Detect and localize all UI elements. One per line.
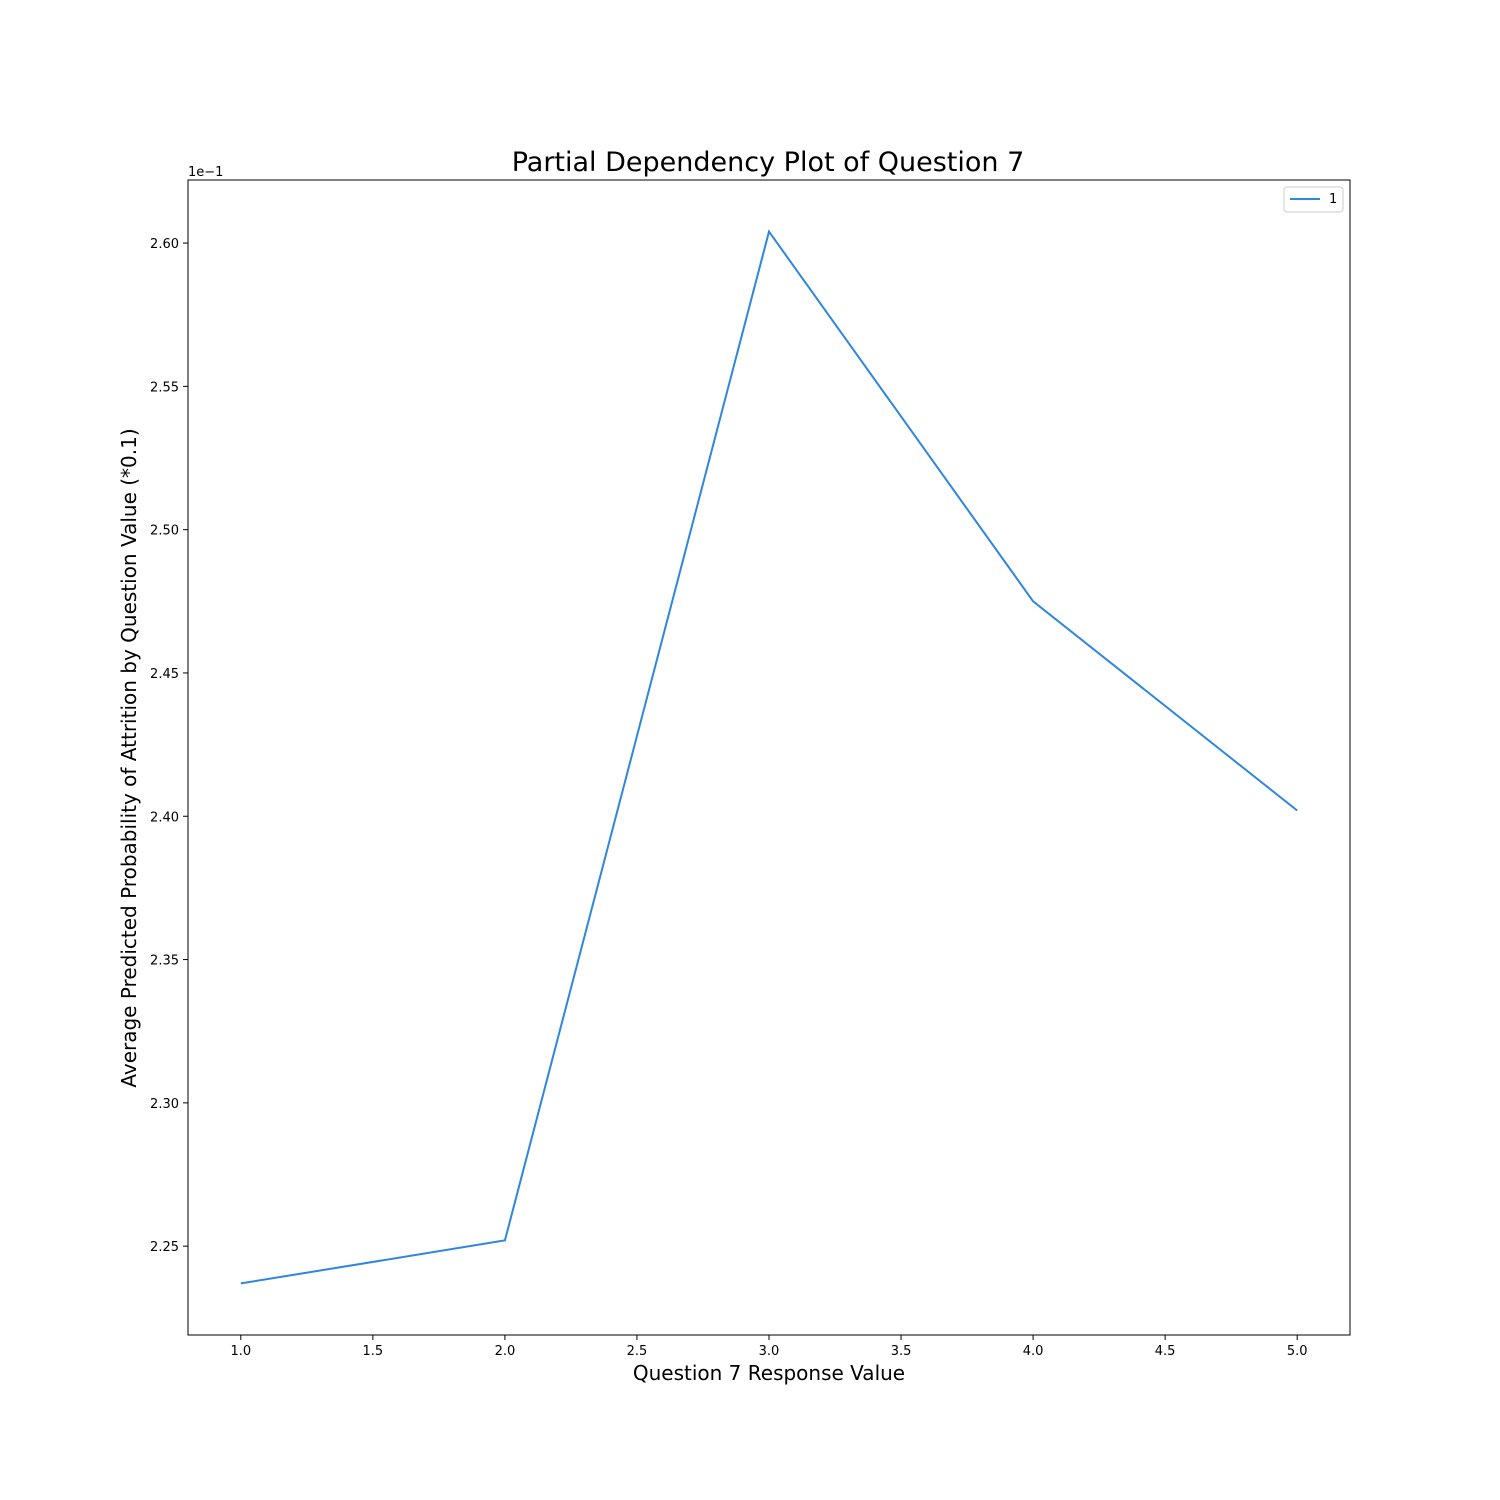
chart-title: Partial Dependency Plot of Question 7 <box>512 147 1025 178</box>
y-axis-label: Average Predicted Probability of Attriti… <box>117 428 141 1087</box>
y-tick-label: 2.40 <box>150 810 179 825</box>
x-tick-label: 2.0 <box>495 1344 516 1359</box>
y-tick-label: 2.35 <box>150 954 179 969</box>
x-tick-label: 3.5 <box>891 1344 912 1359</box>
x-axis-label: Question 7 Response Value <box>633 1361 905 1385</box>
plot-frame <box>187 179 1351 1336</box>
x-tick-label: 1.5 <box>363 1344 384 1359</box>
y-tick-label: 2.50 <box>150 524 179 539</box>
x-tick-label: 3.0 <box>759 1344 780 1359</box>
legend-label: 1 <box>1329 192 1337 207</box>
x-tick-label: 4.5 <box>1155 1344 1176 1359</box>
y-axis-offset-label: 1e−1 <box>188 165 223 180</box>
y-tick-label: 2.55 <box>150 380 179 395</box>
legend: 1 <box>1283 186 1344 213</box>
x-tick-label: 4.0 <box>1023 1344 1044 1359</box>
x-tick-label: 1.0 <box>230 1344 251 1359</box>
y-tick-label: 2.30 <box>150 1097 179 1112</box>
x-tick-label: 5.0 <box>1287 1344 1308 1359</box>
y-tick-label: 2.25 <box>150 1240 179 1255</box>
y-tick-label: 2.60 <box>150 237 179 252</box>
series-line <box>240 229 1298 1285</box>
x-tick-label: 2.5 <box>627 1344 648 1359</box>
y-tick-label: 2.45 <box>150 667 179 682</box>
plot-area: 1.0 1.5 2.0 2.5 3.0 3.5 4.0 4.5 5.0 2.25 2.30 2.35 2… <box>150 179 1351 1359</box>
